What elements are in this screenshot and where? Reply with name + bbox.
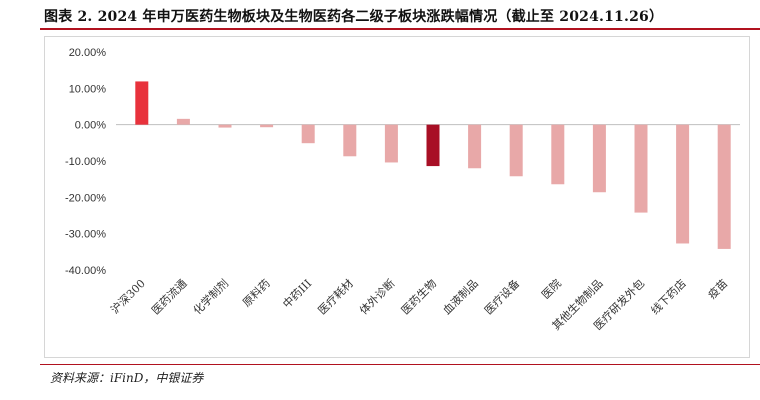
bar: [176, 118, 190, 125]
y-tick-label: 10.00%: [69, 83, 107, 95]
bar: [468, 124, 482, 169]
title-rule: [40, 28, 760, 30]
bar: [717, 124, 731, 249]
x-tick-label: 血液制品: [440, 276, 481, 317]
x-tick-label: 医疗耗材: [315, 276, 356, 317]
y-tick-label: -40.00%: [65, 265, 106, 277]
bar: [634, 124, 648, 213]
x-tick-label: 医疗设备: [481, 276, 522, 317]
bar: [592, 124, 606, 193]
x-tick-label: 体外诊断: [357, 276, 398, 317]
x-tick-label: 医院: [538, 276, 563, 301]
plot-frame: [44, 36, 750, 358]
y-tick-label: -20.00%: [65, 192, 106, 204]
x-tick-label: 化学制剂: [190, 276, 231, 317]
y-tick-label: -10.00%: [65, 156, 106, 168]
x-tick-label: 医药流通: [149, 276, 190, 317]
bar: [384, 124, 398, 163]
header: 图表 2. 2024 年申万医药生物板块及生物医药各二级子板块涨跌幅情况（截止至…: [0, 0, 760, 28]
bar: [260, 124, 274, 128]
x-tick-label: 疫苗: [705, 276, 730, 301]
bar: [509, 124, 523, 177]
chart-title: 图表 2. 2024 年申万医药生物板块及生物医药各二级子板块涨跌幅情况（截止至…: [44, 9, 664, 25]
bar: [551, 124, 565, 185]
bar: [218, 124, 232, 128]
source-note: 资料来源：iFinD，中银证券: [50, 371, 204, 385]
bar: [676, 124, 690, 244]
bar: [343, 124, 357, 157]
bar: [135, 81, 149, 125]
x-tick-label: 原料药: [239, 276, 272, 309]
x-tick-label: 中药III: [280, 277, 314, 311]
bar: [426, 124, 440, 167]
bar: [301, 124, 315, 144]
y-tick-label: 0.00%: [75, 120, 106, 132]
y-tick-label: 20.00%: [69, 47, 107, 59]
x-tick-label: 沪深300: [108, 276, 148, 316]
y-tick-label: -30.00%: [65, 229, 106, 241]
source-rule: [40, 364, 760, 365]
x-tick-label: 医药生物: [398, 276, 439, 317]
x-tick-label: 线下药店: [648, 276, 689, 317]
